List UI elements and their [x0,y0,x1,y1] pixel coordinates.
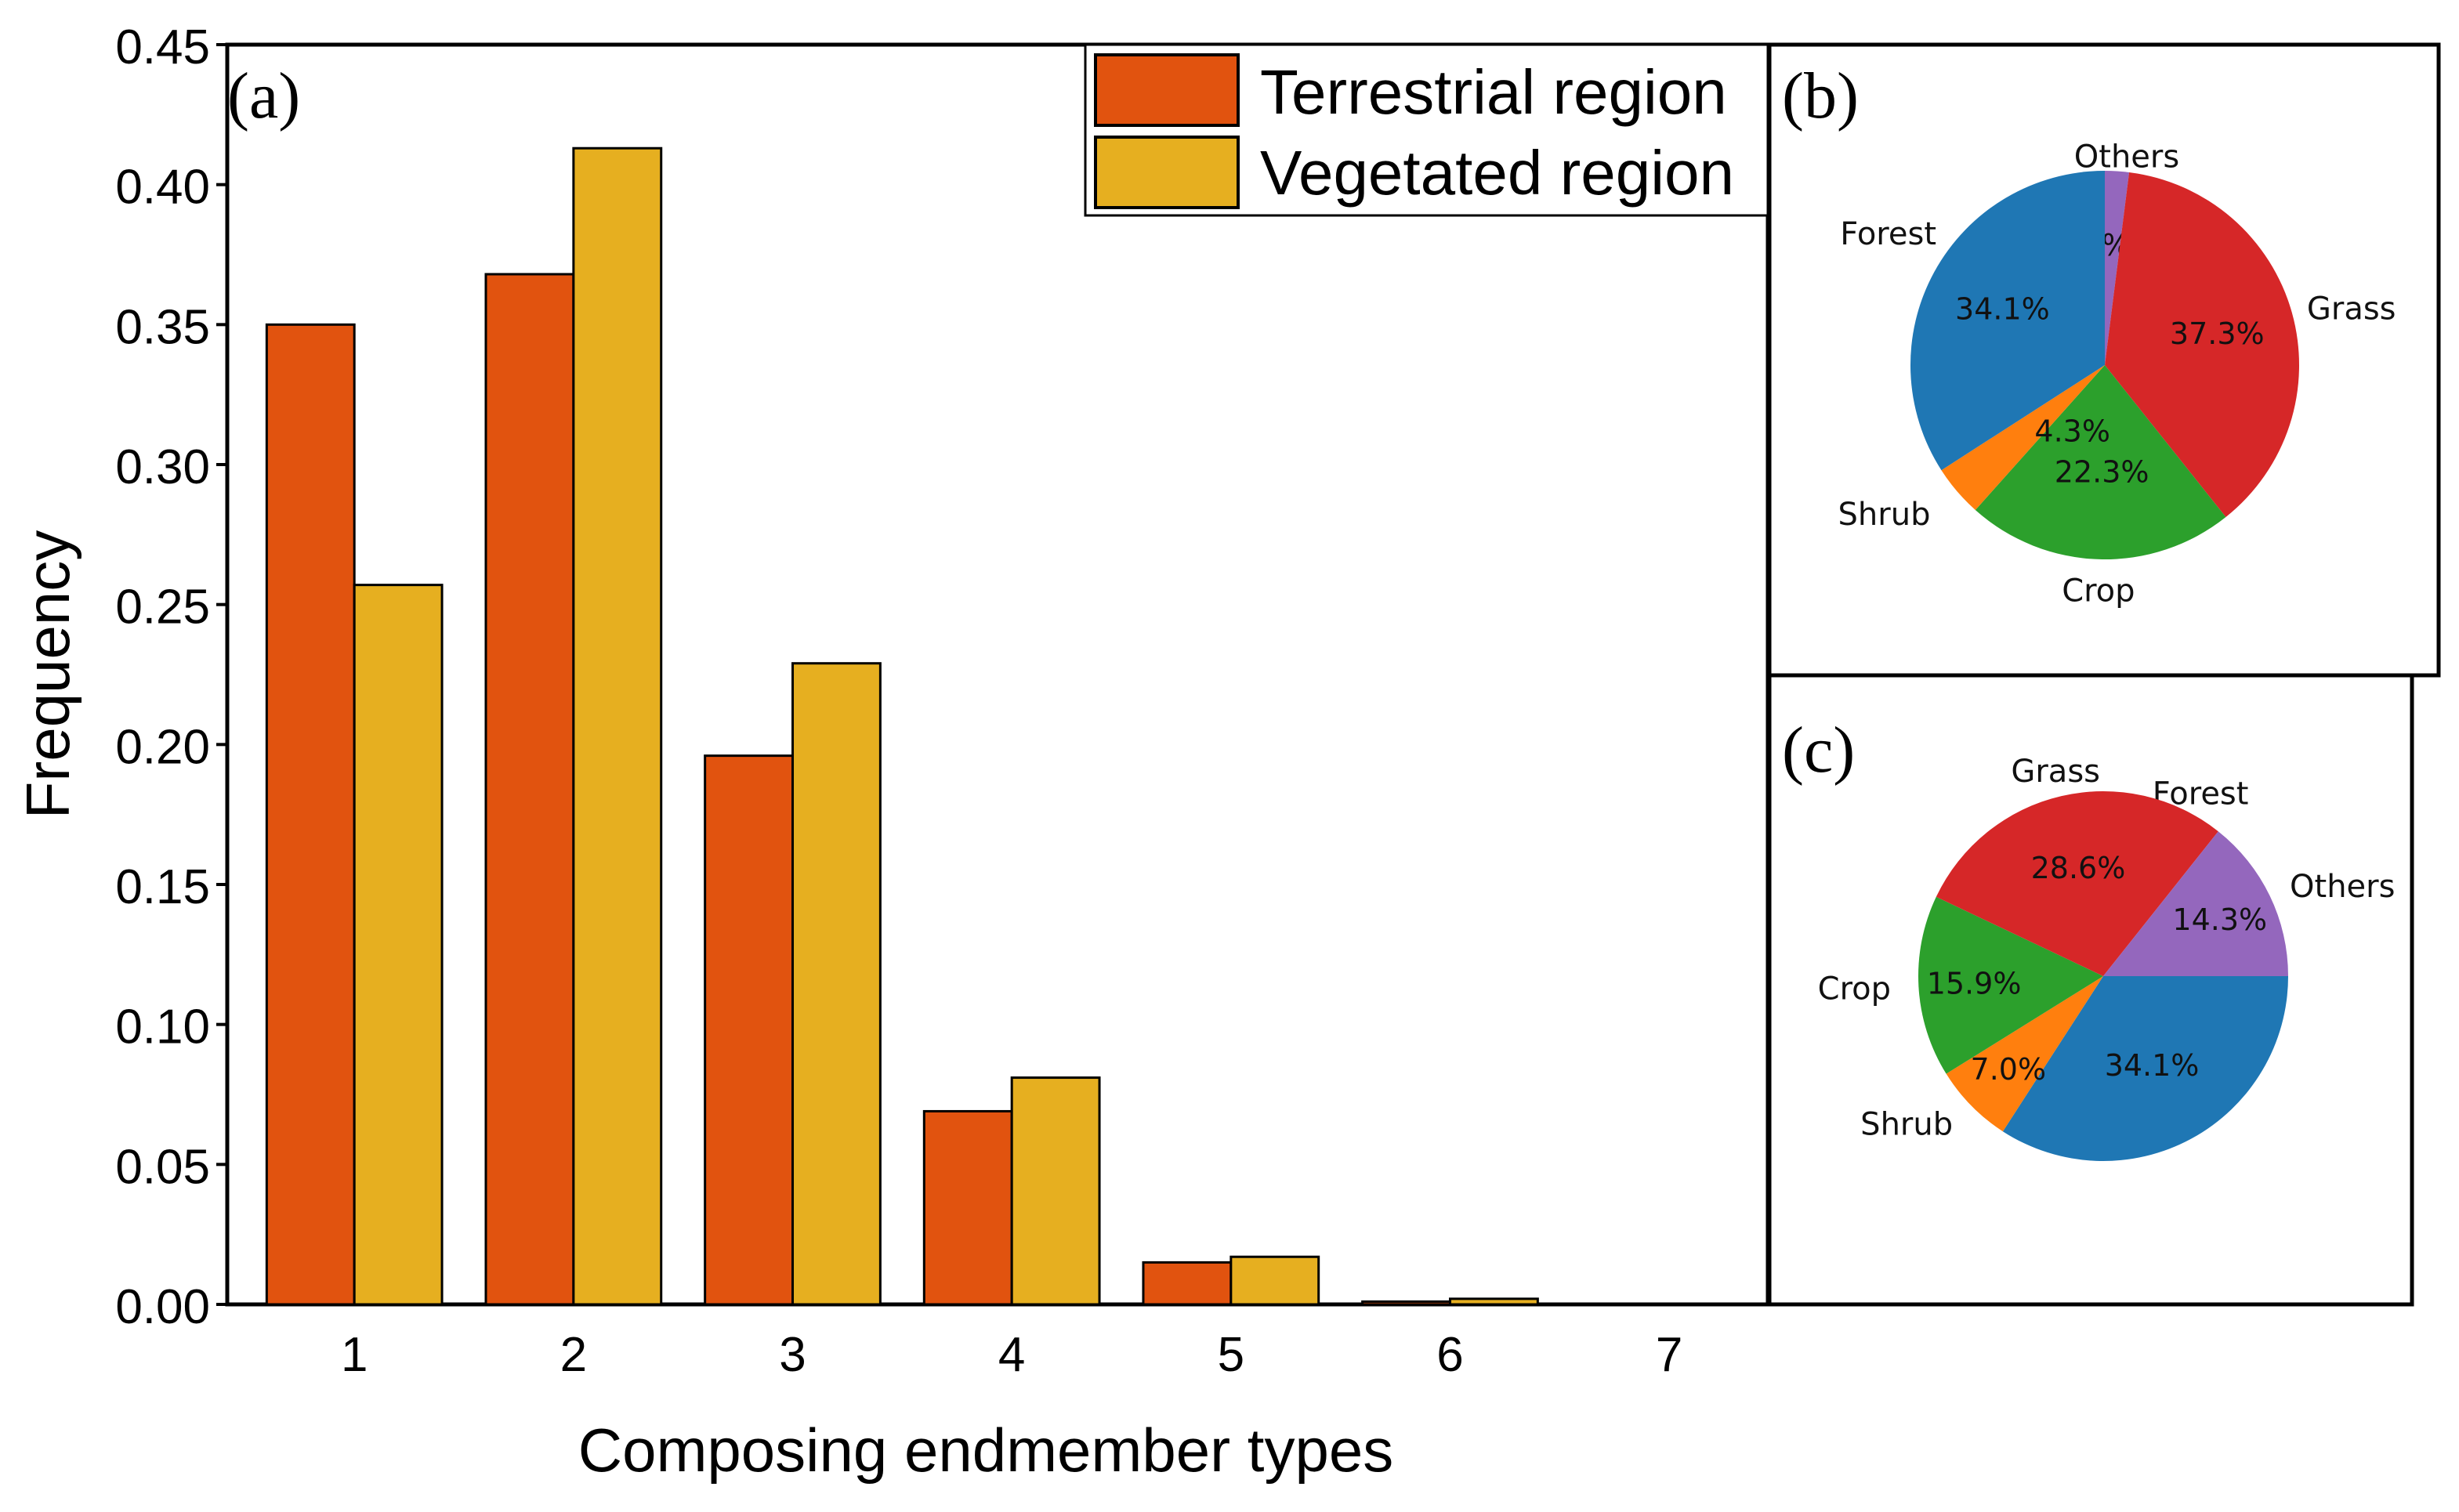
legend-label-vegetated: Vegetated region [1260,138,1734,208]
pie-pct-label-forest: 34.1% [2105,1048,2200,1083]
x-axis: 1 2 3 4 5 6 7 [341,1328,1682,1382]
panel-label-b: (b) [1782,60,1859,132]
pie-category-label-shrub: Shrub [1838,497,1931,533]
bar-chart-panel: 0.00 0.05 0.10 0.15 0.20 0.25 0.30 0.35 0.40 0.45… [13,20,1770,1485]
pie-category-label-crop: Crop [2062,573,2135,610]
y-tick-label: 0.25 [115,581,210,635]
pie-slice-others [2105,171,2130,365]
y-axis-title: Frequency [13,530,82,819]
y-tick-label: 0.45 [115,20,210,74]
y-tick-label: 0.10 [115,1000,210,1054]
x-tick-label: 7 [1656,1328,1682,1382]
y-axis: 0.00 0.05 0.10 0.15 0.20 0.25 0.30 0.35 0.40 0.45 [115,20,227,1334]
panel-label-c: (c) [1782,714,1855,787]
bar-vegetated [1010,1076,1101,1306]
pie-slice-shrub [1946,976,2103,1132]
pie-category-label-shrub: Shrub [1860,1107,1953,1143]
pie-slice-crop [1975,365,2226,560]
pie-slice-grass [1936,791,2218,976]
bar-vegetated [791,662,882,1306]
pie-pct-label-grass: 37.3% [2170,317,2265,351]
pie-slice-grass [2105,172,2299,518]
bar-terrestrial [265,323,356,1306]
pie-slice-shrub [1941,365,2105,510]
pie-category-label-others: Others [2074,139,2179,175]
panel-label-a: (a) [227,60,300,132]
y-tick-label: 0.15 [115,860,210,914]
pie-category-label-others: Others [2290,869,2395,905]
legend: Terrestrial region Vegetated region [1084,43,1769,217]
x-tick-label: 5 [1218,1328,1244,1382]
x-tick-label: 3 [779,1328,806,1382]
x-tick-label: 6 [1436,1328,1463,1382]
pie-pct-label-forest: 34.1% [1955,292,2050,327]
pie-slice-forest [2002,976,2288,1161]
pie-pct-label-grass: 28.6% [2031,851,2126,885]
y-tick-label: 0.00 [115,1280,210,1334]
pie-pct-label-crop: 15.9% [1927,966,2022,1000]
bar-vegetated [1448,1297,1539,1306]
pie-category-label-crop: Crop [1818,971,1891,1007]
legend-swatch-terrestrial [1094,53,1240,127]
x-tick-label: 4 [998,1328,1025,1382]
bar-vegetated [353,584,444,1306]
x-axis-title: Composing endmember types [578,1416,1394,1485]
pie-pct-label-shrub: 7.0% [1971,1052,2047,1087]
y-tick-label: 0.40 [115,161,210,215]
pie-slice-forest [1910,171,2105,471]
pie-category-label-grass: Grass [2307,291,2396,327]
x-tick-label: 1 [341,1328,368,1382]
pie-c-frame [1767,673,2414,1307]
pie-pct-label-others: 14.3% [2172,902,2267,937]
pie-chart-b: 2.0%Others37.3%Grass22.3%Crop4.3%Shrub34… [1838,139,2396,610]
bar-terrestrial [922,1109,1013,1306]
pie-category-label-grass: Grass [2011,754,2100,790]
pie-pct-label-shrub: 4.3% [2034,414,2110,449]
pie-pct-label-crop: 22.3% [2055,454,2149,489]
y-tick-label: 0.35 [115,300,210,354]
pie-category-label-forest: Forest [1840,216,1936,252]
pie-slice-crop [1918,896,2103,1074]
y-tick-label: 0.05 [115,1140,210,1194]
bar-vegetated [572,146,663,1306]
bar-terrestrial [484,273,575,1306]
pie-chart-c: 34.1%Forest7.0%Shrub15.9%Crop28.6%Grass1… [1818,754,2395,1161]
legend-label-terrestrial: Terrestrial region [1260,57,1727,127]
y-tick-label: 0.30 [115,440,210,494]
bar-vegetated [1230,1255,1320,1306]
bar-terrestrial [704,754,795,1306]
bar-terrestrial [1361,1300,1451,1306]
bar-marks [265,146,1539,1306]
x-tick-label: 2 [560,1328,587,1382]
bar-terrestrial [1142,1261,1233,1306]
pie-slice-others [2103,831,2288,976]
y-tick-label: 0.20 [115,720,210,774]
legend-swatch-vegetated [1094,136,1240,209]
